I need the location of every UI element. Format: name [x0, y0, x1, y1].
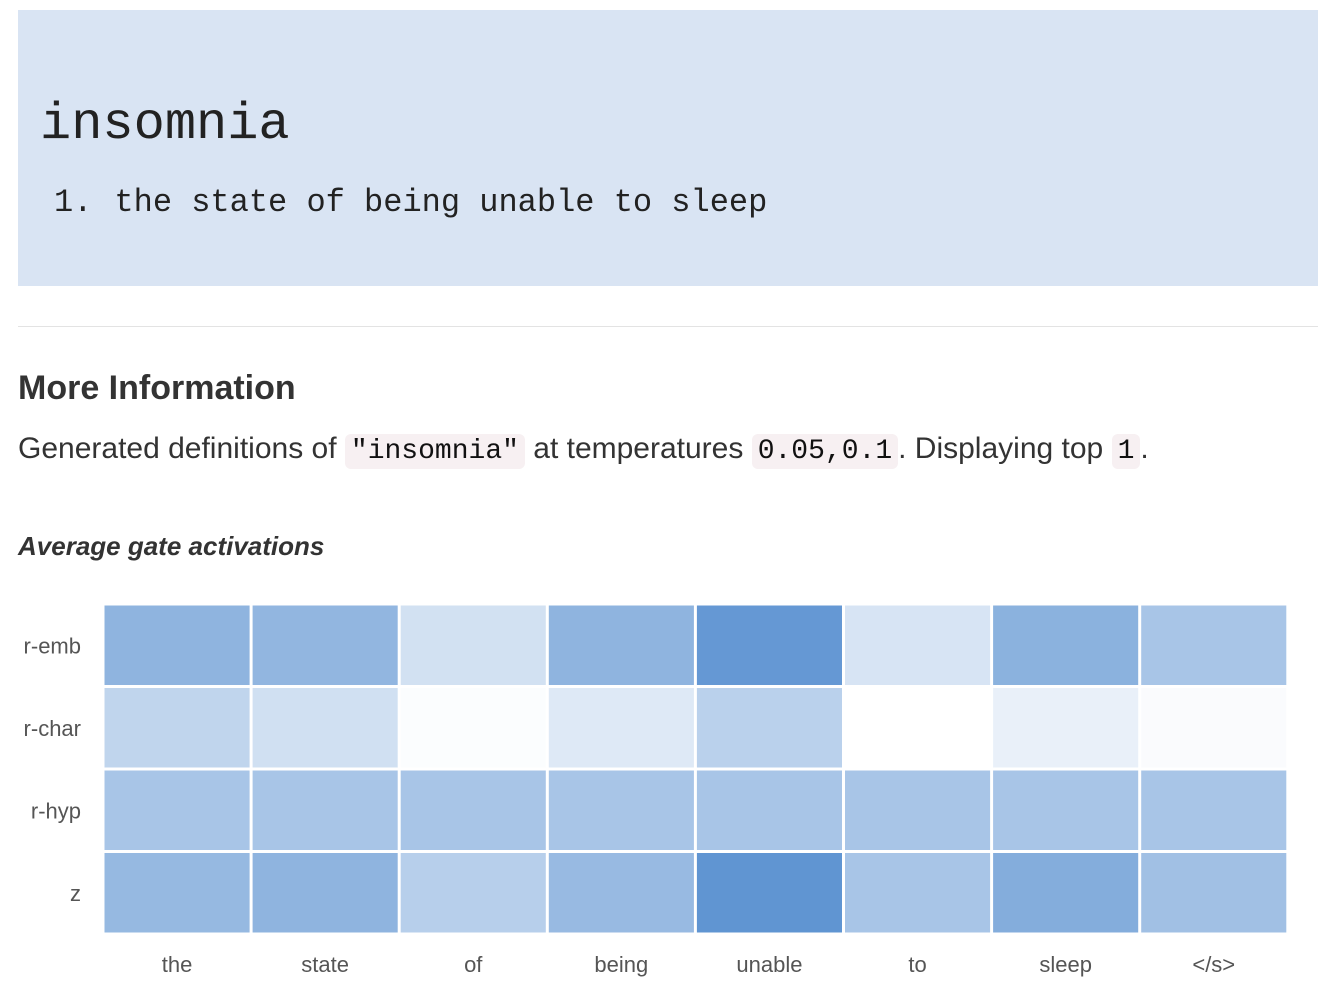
top-count-code: 1 — [1111, 434, 1141, 469]
heatmap-cell-r-hyp-3 — [548, 770, 694, 850]
column-label-4: unable — [736, 952, 802, 977]
info-text-end: . — [1140, 432, 1149, 465]
heatmap-cell-z-0 — [104, 853, 250, 933]
heatmap-cell-r-emb-1 — [252, 605, 398, 685]
heatmap-cell-r-char-6 — [993, 688, 1139, 768]
row-label-r-hyp: r-hyp — [31, 798, 81, 823]
heatmap-cell-z-3 — [548, 853, 694, 933]
column-label-7: </s> — [1192, 952, 1235, 977]
heatmap-cell-r-char-1 — [252, 688, 398, 768]
heatmap-cell-r-emb-6 — [993, 605, 1139, 685]
info-text-temperatures: at temperatures — [524, 432, 752, 465]
row-label-r-char: r-char — [24, 716, 81, 741]
heatmap-cell-r-emb-3 — [548, 605, 694, 685]
heatmap-cell-r-char-5 — [845, 688, 991, 768]
heatmap-cell-r-char-4 — [696, 688, 842, 768]
heatmap-cell-r-hyp-7 — [1141, 770, 1287, 850]
chart-title: Average gate activations — [18, 531, 325, 561]
heatmap-cell-z-7 — [1141, 853, 1287, 933]
row-label-z: z — [70, 881, 81, 906]
word-code: "insomnia" — [344, 434, 525, 469]
heatmap-cell-z-2 — [400, 853, 546, 933]
heatmap-cell-r-hyp-6 — [993, 770, 1139, 850]
heatmap-cell-r-emb-2 — [400, 605, 546, 685]
row-label-r-emb: r-emb — [24, 633, 81, 658]
column-label-5: to — [908, 952, 926, 977]
more-information-heading: More Information — [18, 369, 296, 407]
section-divider — [18, 326, 1318, 327]
heatmap-cell-r-hyp-4 — [696, 770, 842, 850]
temperatures-code: 0.05,0.1 — [751, 434, 899, 469]
definition-box: insomnia 1. the state of being unable to … — [18, 10, 1318, 286]
heatmap-cell-r-char-3 — [548, 688, 694, 768]
column-label-2: of — [464, 952, 483, 977]
heatmap-cell-r-char-2 — [400, 688, 546, 768]
column-label-6: sleep — [1039, 952, 1092, 977]
heatmap-cell-r-hyp-2 — [400, 770, 546, 850]
heatmap-cell-r-hyp-5 — [845, 770, 991, 850]
heatmap-cell-z-4 — [696, 853, 842, 933]
generation-info: Generated definitions of "insomnia" at t… — [18, 428, 1149, 473]
heatmap-cell-r-emb-0 — [104, 605, 250, 685]
definition-number: 1. — [54, 184, 93, 221]
definition-item: 1. the state of being unable to sleep — [54, 183, 767, 223]
heatmap-cell-r-char-0 — [104, 688, 250, 768]
heatmap-cell-r-emb-7 — [1141, 605, 1287, 685]
info-text-top: . Displaying top — [898, 432, 1112, 465]
info-text-prefix: Generated definitions of — [18, 432, 345, 465]
heatmap-cell-r-char-7 — [1141, 688, 1287, 768]
column-label-1: state — [301, 952, 349, 977]
heatmap-cell-r-emb-4 — [696, 605, 842, 685]
heatmap-cell-r-hyp-0 — [104, 770, 250, 850]
heatmap-cell-z-5 — [845, 853, 991, 933]
heatmap-cell-z-6 — [993, 853, 1139, 933]
entry-word: insomnia — [40, 95, 290, 154]
definition-text: the state of being unable to sleep — [114, 184, 768, 221]
heatmap-cell-r-emb-5 — [845, 605, 991, 685]
column-label-0: the — [162, 952, 193, 977]
heatmap-cell-z-1 — [252, 853, 398, 933]
gate-activation-heatmap: r-emb r-char r-hyp z the state of being unable to… — [24, 605, 1287, 977]
column-label-3: being — [594, 952, 648, 977]
heatmap-cell-r-hyp-1 — [252, 770, 398, 850]
